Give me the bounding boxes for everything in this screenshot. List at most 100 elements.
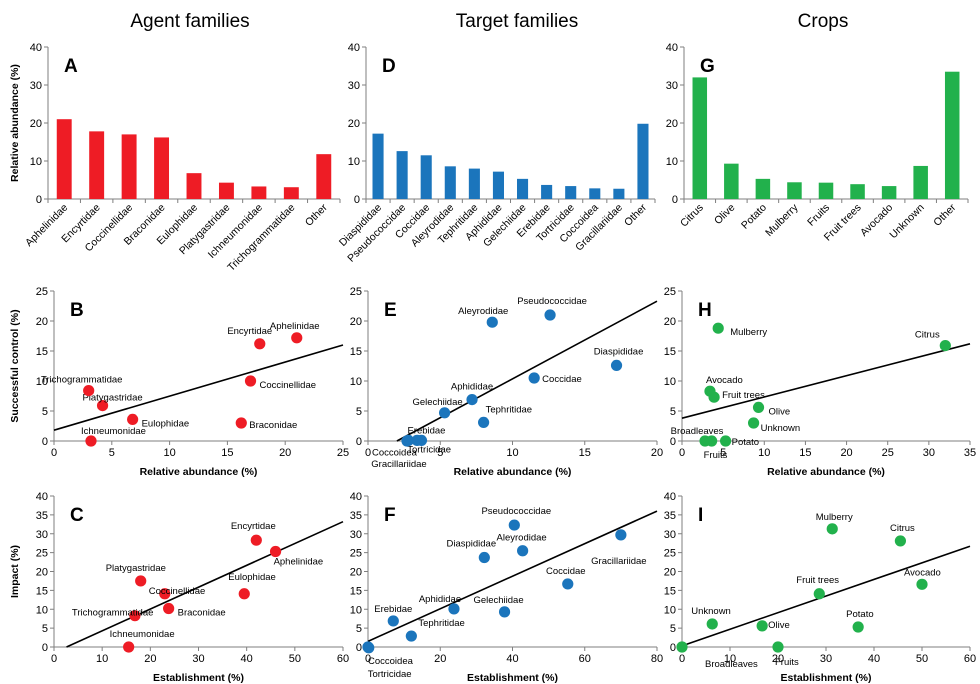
point-label-tephritidae: Tephritidae: [418, 618, 464, 629]
bar-coccinellidae: [121, 134, 137, 199]
bar-braconidae: [154, 137, 170, 199]
point-label-tephritidae: Tephritidae: [486, 404, 532, 415]
point-label-unknown: Unknown: [691, 606, 731, 617]
x-tick-label: 40: [868, 653, 880, 665]
x-tick-label: 0: [365, 447, 371, 459]
point-label-mulberry: Mulberry: [816, 512, 853, 523]
point-aleyrodidae: [486, 316, 498, 328]
panel-d: 010203040DDiaspididaePseudococcidaeCocci…: [337, 42, 656, 265]
column-title-crops: Crops: [798, 11, 849, 32]
y-tick-label: 10: [36, 604, 48, 616]
point-label-eulophidae: Eulophidae: [228, 572, 276, 583]
x-tick-label: 60: [337, 653, 349, 665]
bar-aleyrodidae: [444, 166, 456, 199]
point-diaspididae: [610, 359, 623, 371]
y-tick-label: 20: [350, 316, 362, 328]
point-pseudococcidae: [544, 309, 556, 321]
point-label-coccoidea: Coccoidea: [372, 447, 418, 458]
y-axis-title: Impact (%): [9, 545, 21, 598]
category-label-other: Other: [303, 201, 330, 228]
panel-e: 0 5 10 15 20 25 E 0 5 10 15 20 Relative abundance (%…: [350, 286, 663, 478]
chart-panels: 0 10 20 30 40 Relative abundance (%) A Aphelini…: [9, 42, 976, 684]
y-tick-label: 30: [350, 529, 362, 541]
point-gelechiidae: [438, 407, 451, 419]
point-label-olive: Olive: [769, 406, 791, 417]
y-tick-label: 15: [664, 346, 676, 358]
x-tick-label: 30: [923, 447, 935, 459]
x-tick-label: 40: [241, 653, 253, 665]
column-title-agent-families: Agent families: [130, 11, 249, 32]
point-label-aleyrodidae: Aleyrodidae: [458, 306, 508, 317]
y-tick-label: 0: [354, 194, 360, 206]
point-tephritidae: [405, 630, 417, 642]
y-tick-label: 15: [350, 346, 362, 358]
bar-coccidae: [420, 155, 432, 199]
x-tick-label: 10: [163, 447, 175, 459]
x-axis-title: Relative abundance (%): [140, 466, 258, 478]
y-tick-label: 0: [356, 436, 362, 448]
point-aphelinidae: [269, 545, 282, 558]
category-label-mulberry: Mulberry: [763, 201, 801, 239]
point-trichogrammatidae: [129, 610, 141, 622]
x-tick-label: 20: [840, 447, 852, 459]
bar-avocado: [881, 186, 897, 199]
bar-fruit-trees: [850, 184, 865, 199]
y-tick-label: 20: [664, 567, 676, 579]
y-tick-label: 25: [36, 548, 48, 560]
point-fruit-trees: [708, 391, 720, 403]
y-tick-label: 15: [36, 585, 48, 597]
point-label-coccoidea: Coccoidea: [368, 656, 414, 667]
point-label-coccidae: Coccidae: [542, 374, 582, 385]
point-label-tortricidae: Tortricidae: [368, 669, 412, 680]
bar-gracillariidae: [613, 188, 625, 199]
panel-letter: H: [698, 300, 712, 321]
point-olive: [756, 620, 768, 632]
y-tick-label: 10: [664, 376, 676, 388]
point-coccinellidae: [244, 375, 257, 387]
point-encyrtidae: [250, 534, 262, 546]
x-axis-title: Establishment (%): [153, 672, 244, 684]
point-gracillariidae: [401, 435, 413, 447]
bar-fruits: [818, 182, 834, 199]
point-label-gracillariidae: Gracillariidae: [591, 556, 646, 567]
point-label-avocado: Avocado: [706, 375, 743, 386]
point-diaspididae: [478, 551, 490, 564]
point-label-platygastridae: Platygastridae: [82, 393, 142, 404]
bar-tortricidae: [565, 186, 577, 199]
point-citrus: [939, 340, 951, 352]
point-tortricidae: [411, 434, 423, 446]
point-label-aleyrodidae: Aleyrodidae: [497, 533, 547, 544]
trendline: [53, 344, 344, 431]
y-tick-label: 20: [36, 316, 48, 328]
trendline: [396, 300, 658, 442]
y-tick-label: 35: [36, 510, 48, 522]
point-citrus: [894, 535, 907, 547]
point-aphelinidae: [291, 332, 303, 344]
point-label-avocado: Avocado: [904, 567, 941, 578]
bar-potato: [755, 178, 771, 199]
category-label-other: Other: [931, 201, 958, 228]
x-tick-label: 10: [506, 447, 518, 459]
bar-eulophidae: [186, 173, 202, 199]
y-tick-label: 10: [666, 156, 678, 168]
y-tick-label: 0: [356, 642, 362, 654]
x-tick-label: 15: [799, 447, 811, 459]
point-mulberry: [826, 523, 838, 535]
x-tick-label: 20: [772, 653, 784, 665]
point-label-coccinellidae: Coccinellidae: [149, 586, 206, 597]
point-label-gelechiidae: Gelechiidae: [412, 397, 462, 408]
point-erebidae: [387, 615, 399, 627]
x-axis-title: Establishment (%): [467, 672, 558, 684]
point-fruits: [772, 641, 784, 653]
point-broadleaves: [676, 641, 688, 653]
point-label-ichneumonidae: Ichneumonidae: [110, 629, 175, 640]
y-tick-label: 40: [666, 42, 678, 54]
y-tick-label: 20: [350, 567, 362, 579]
point-label-platygastridae: Platygastridae: [106, 563, 166, 574]
y-tick-label: 30: [666, 80, 678, 92]
bar-gelechiidae: [517, 178, 529, 199]
point-mulberry: [712, 322, 724, 334]
category-label-fruits: Fruits: [805, 202, 832, 229]
panel-letter: A: [64, 56, 78, 77]
